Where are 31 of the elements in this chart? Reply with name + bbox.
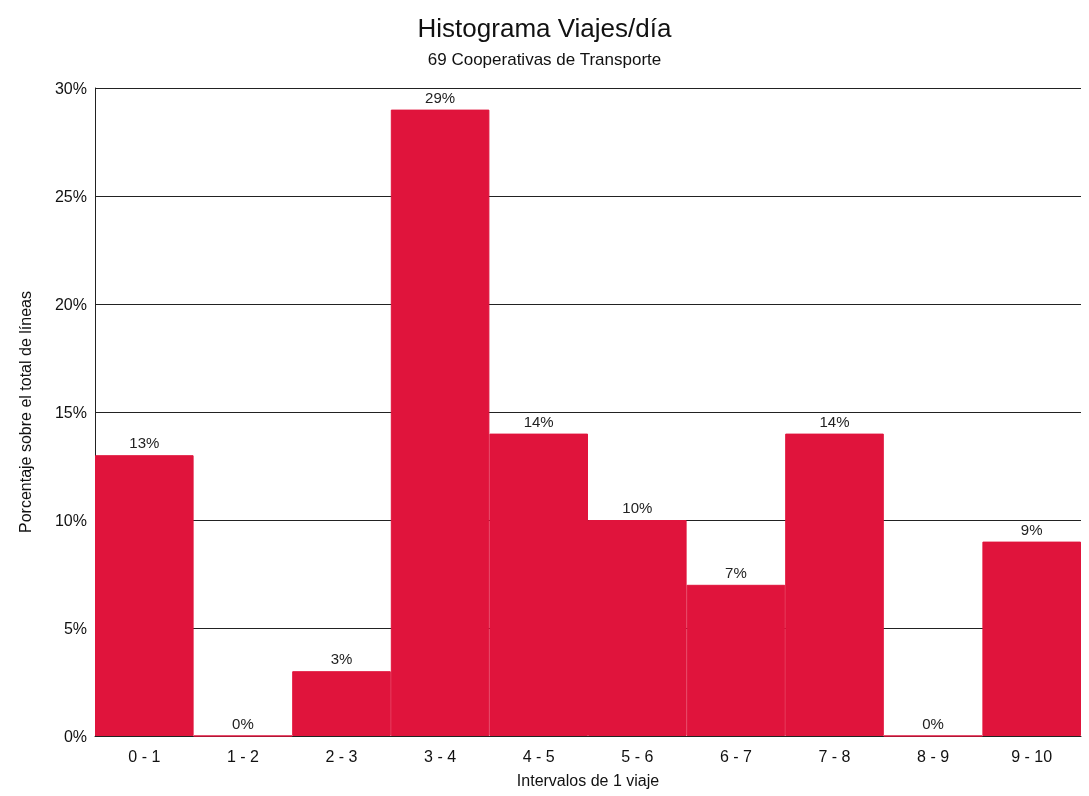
data-label: 9% — [1020, 520, 1043, 538]
x-tick-label: 8 - 9 — [917, 747, 950, 765]
data-label: 0% — [922, 714, 944, 732]
x-tick-label: 2 - 3 — [325, 747, 358, 765]
x-tick-label: 4 - 5 — [522, 747, 555, 765]
chart-subtitle: 69 Cooperativas de Transporte — [427, 50, 662, 69]
data-label: 14% — [819, 412, 850, 430]
x-tick-label: 6 - 7 — [719, 747, 753, 765]
y-tick-label: 0% — [63, 727, 87, 745]
x-tick-label: 9 - 10 — [1011, 747, 1053, 765]
x-tick-label: 1 - 2 — [226, 747, 260, 765]
x-tick-label: 0 - 1 — [128, 747, 161, 765]
y-tick-label: 10% — [54, 511, 87, 529]
data-label: 0% — [232, 714, 254, 732]
x-tick-label: 5 - 6 — [621, 747, 654, 765]
y-tick-label: 15% — [54, 403, 87, 421]
data-label: 10% — [622, 499, 653, 516]
data-label: 13% — [129, 434, 160, 452]
chart-title: Histograma Viajes/día — [417, 13, 672, 43]
y-tick-label: 20% — [54, 295, 87, 313]
data-label: 29% — [425, 88, 456, 106]
data-label: 7% — [725, 563, 747, 581]
x-tick-label: 7 - 8 — [818, 747, 851, 765]
data-label: 3% — [330, 650, 353, 668]
y-tick-label: 30% — [54, 79, 87, 97]
x-tick-label: 3 - 4 — [424, 747, 457, 765]
y-axis-title: Porcentaje sobre el total de líneas — [16, 291, 34, 533]
y-tick-label: 5% — [63, 619, 87, 637]
x-axis-title: Intervalos de 1 viaje — [516, 771, 660, 789]
data-label: 14% — [523, 412, 554, 430]
y-tick-label: 25% — [54, 187, 87, 205]
